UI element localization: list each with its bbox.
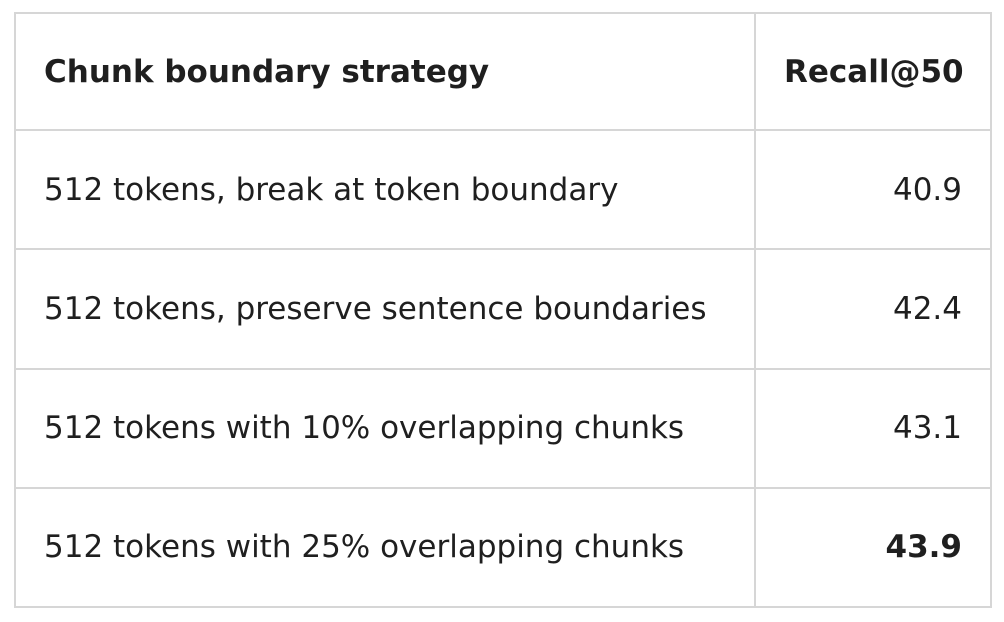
recall-cell: 43.1 <box>754 367 992 489</box>
strategy-cell: 512 tokens with 10% overlapping chunks <box>14 367 756 489</box>
strategy-cell: 512 tokens, preserve sentence boundaries <box>14 248 756 370</box>
results-table-container: Chunk boundary strategy Recall@50 512 to… <box>14 12 992 609</box>
recall-cell: 40.9 <box>754 128 992 251</box>
table-header-row: Chunk boundary strategy Recall@50 <box>14 12 992 131</box>
column-header-strategy: Chunk boundary strategy <box>14 12 756 131</box>
strategy-cell: 512 tokens, break at token boundary <box>14 128 756 251</box>
recall-cell: 42.4 <box>754 248 992 370</box>
table-row: 512 tokens, break at token boundary 40.9 <box>14 128 992 251</box>
results-table: Chunk boundary strategy Recall@50 512 to… <box>14 12 992 609</box>
table-row: 512 tokens with 10% overlapping chunks 4… <box>14 367 992 489</box>
table-row: 512 tokens, preserve sentence boundaries… <box>14 248 992 370</box>
strategy-cell: 512 tokens with 25% overlapping chunks <box>14 486 756 609</box>
column-header-recall: Recall@50 <box>754 12 992 131</box>
recall-cell-best: 43.9 <box>754 486 992 609</box>
table-row: 512 tokens with 25% overlapping chunks 4… <box>14 486 992 609</box>
